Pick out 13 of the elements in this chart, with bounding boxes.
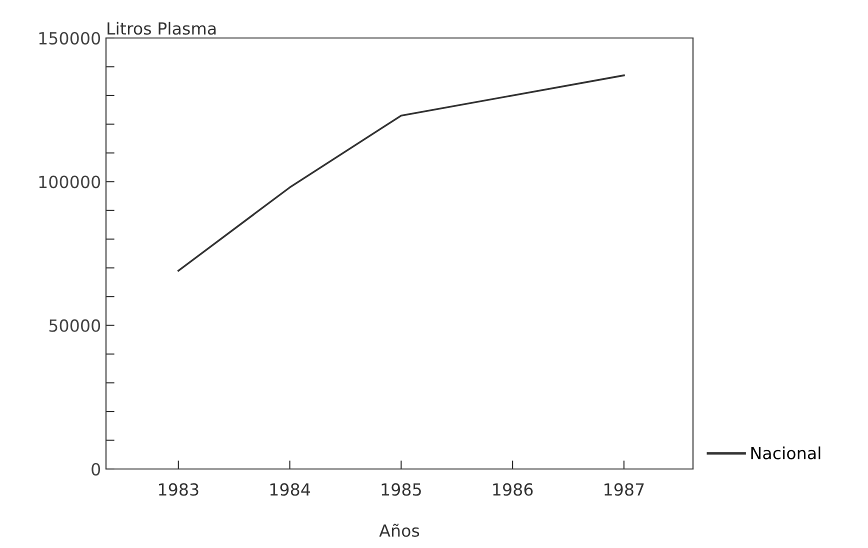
y-tick-label: 100000 xyxy=(39,176,100,188)
x-axis-title: Años xyxy=(379,524,420,537)
legend-label: Nacional xyxy=(751,446,820,460)
y-tick-label: 50000 xyxy=(49,319,100,332)
y-tick-label: 0 xyxy=(92,462,100,476)
x-tick-label: 1987 xyxy=(604,483,644,496)
x-tick-label: 1986 xyxy=(493,483,533,496)
x-tick-label: 1985 xyxy=(382,483,421,496)
y-axis-title: Litros Plasma xyxy=(108,22,216,35)
line-series xyxy=(177,74,625,272)
x-tick-label: 1984 xyxy=(270,483,310,496)
x-tick-label: 1983 xyxy=(159,483,198,496)
y-tick-label: 150000 xyxy=(39,32,100,45)
